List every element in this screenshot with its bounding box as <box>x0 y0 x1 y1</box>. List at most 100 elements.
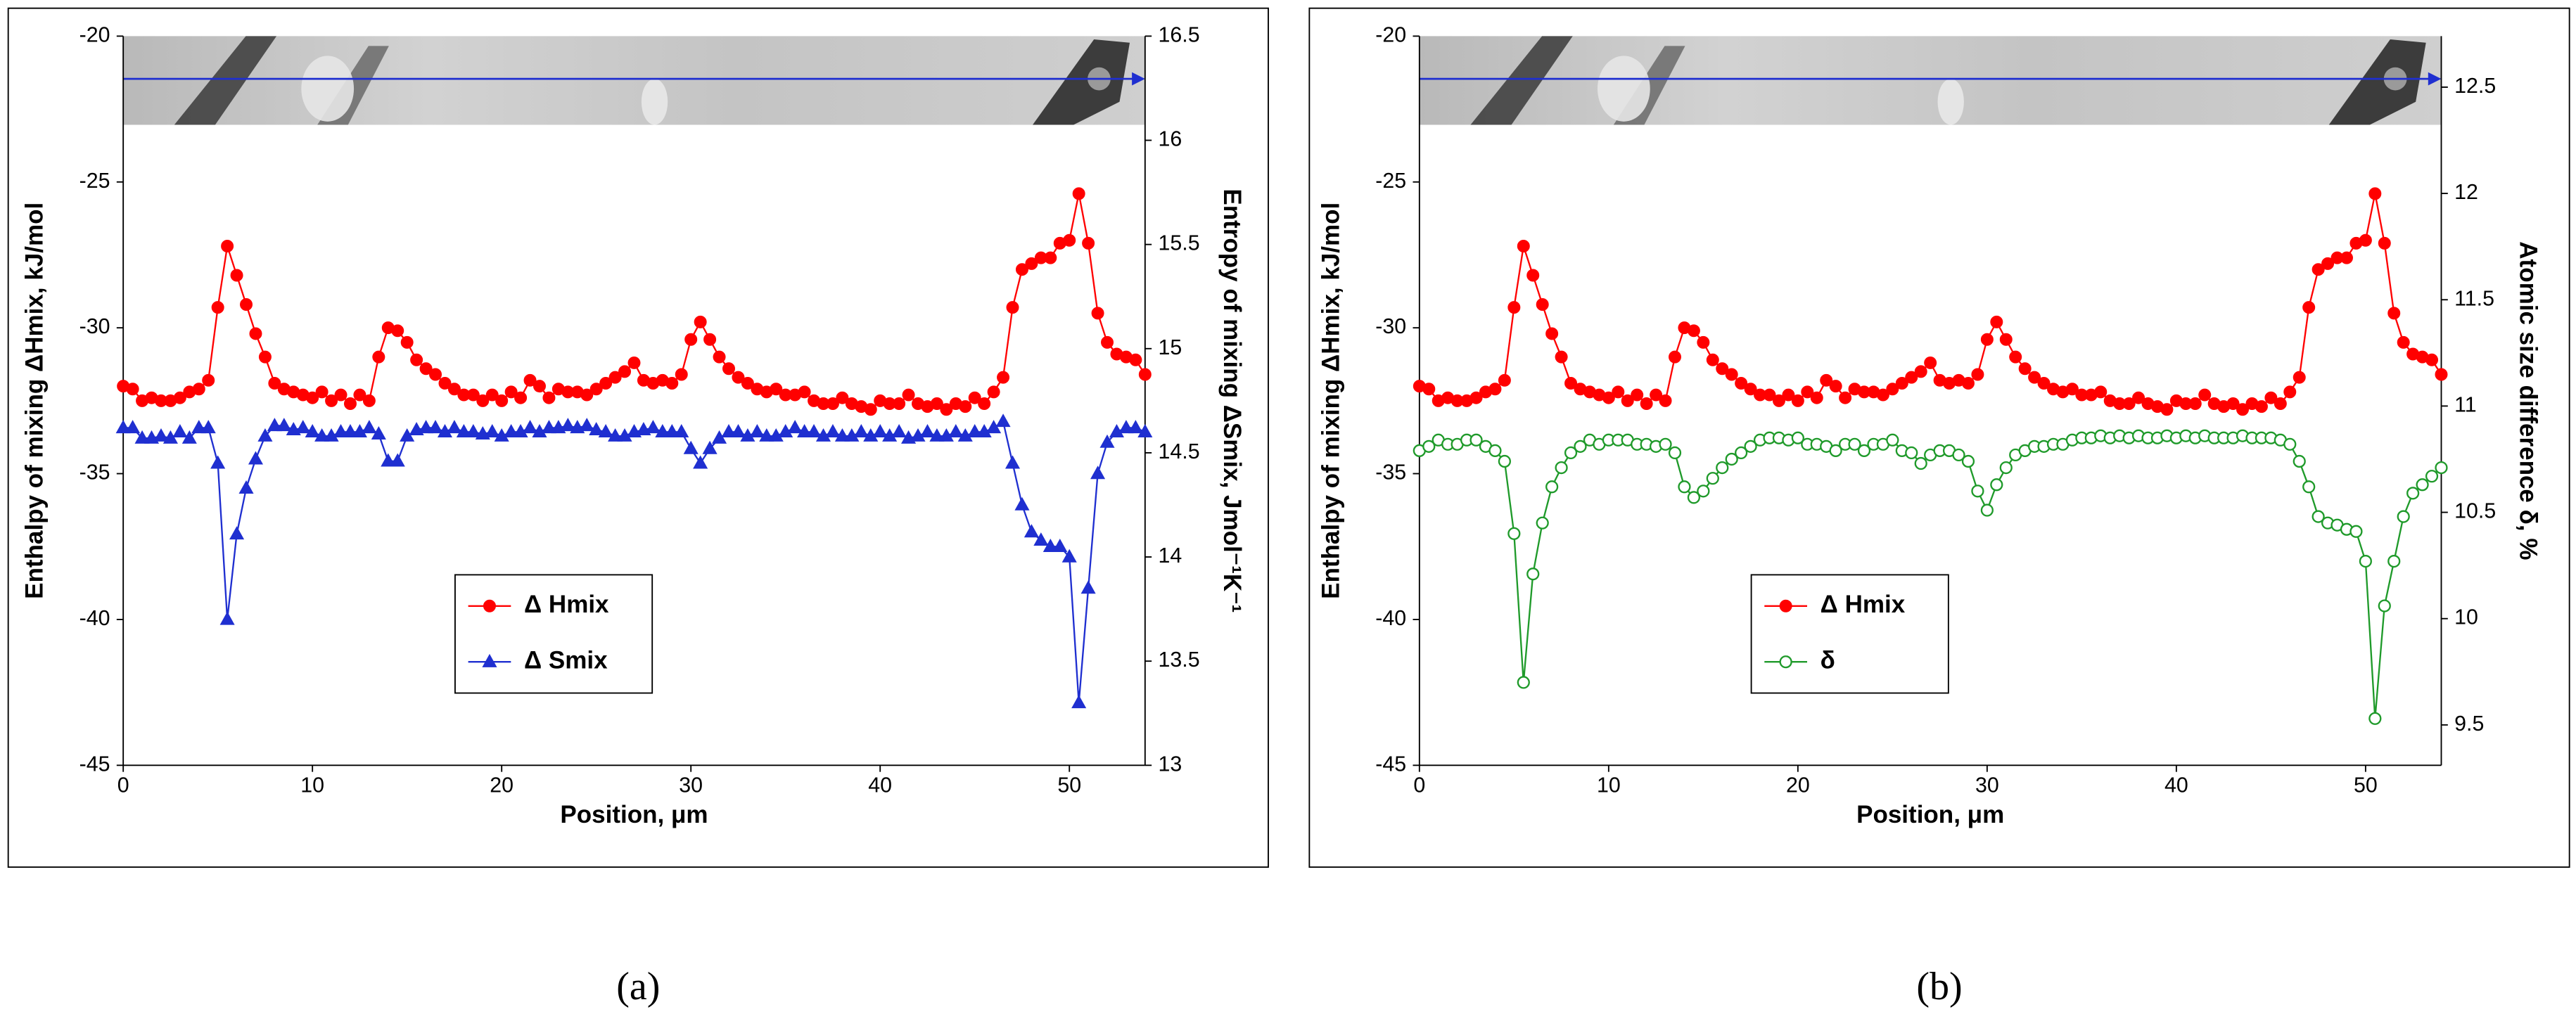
marker <box>1886 383 1899 396</box>
marker <box>1621 394 1634 407</box>
marker <box>126 383 139 396</box>
marker <box>768 428 784 442</box>
y2-tick-label: 12.5 <box>2454 75 2496 98</box>
marker <box>740 428 755 442</box>
marker <box>1669 350 1681 364</box>
marker <box>268 376 281 390</box>
marker <box>541 420 556 434</box>
marker <box>447 383 461 396</box>
marker <box>1735 446 1748 460</box>
marker <box>2340 251 2353 264</box>
marker <box>2028 371 2041 384</box>
marker <box>1118 420 1134 434</box>
marker <box>919 424 935 437</box>
legend-label: Δ Hmix <box>1821 591 1906 618</box>
y-tick-label: -45 <box>1375 752 1406 776</box>
marker <box>1422 383 1436 396</box>
marker <box>542 391 556 404</box>
marker <box>2378 236 2391 250</box>
marker <box>1886 433 1899 447</box>
marker <box>1735 376 1748 390</box>
marker <box>2094 385 2108 399</box>
marker <box>504 385 518 399</box>
marker <box>1033 532 1049 546</box>
marker <box>523 373 537 387</box>
marker <box>836 391 849 404</box>
marker <box>1924 356 1937 369</box>
x-tick-label: 10 <box>300 774 324 797</box>
micrograph <box>1419 36 2442 125</box>
marker <box>447 420 462 434</box>
marker <box>910 428 926 442</box>
marker <box>1905 446 1918 460</box>
marker <box>675 368 688 381</box>
marker <box>1971 368 1984 381</box>
marker <box>2293 371 2306 384</box>
y-tick-label: -30 <box>1375 315 1406 338</box>
marker <box>2406 487 2420 500</box>
marker <box>1971 485 1984 498</box>
marker <box>1829 444 1842 458</box>
marker <box>362 394 376 407</box>
micrograph-feature <box>641 79 668 125</box>
marker <box>1526 567 1540 581</box>
marker <box>694 315 707 328</box>
marker <box>2368 712 2382 725</box>
marker <box>1716 461 1729 475</box>
marker <box>1668 446 1682 460</box>
marker <box>1024 524 1039 538</box>
marker <box>2435 368 2448 381</box>
marker <box>787 420 803 434</box>
y-tick-label: -20 <box>1375 23 1406 46</box>
marker <box>1839 391 1852 404</box>
marker <box>1782 388 1795 402</box>
marker <box>1071 695 1087 709</box>
marker <box>589 422 604 436</box>
marker <box>599 376 613 390</box>
marker <box>325 394 338 407</box>
marker <box>2387 554 2401 568</box>
marker <box>1697 485 1710 498</box>
marker <box>1905 371 1918 384</box>
marker <box>1517 240 1530 253</box>
marker <box>1101 335 1114 349</box>
marker <box>200 420 216 434</box>
marker <box>485 424 500 437</box>
marker <box>494 428 509 442</box>
micrograph-feature <box>2328 39 2426 125</box>
y2-tick-label: 13.5 <box>1158 648 1199 672</box>
marker <box>353 388 366 402</box>
micrograph-feature <box>1937 79 1964 125</box>
marker <box>238 480 254 494</box>
marker <box>1517 676 1530 689</box>
marker <box>815 428 831 442</box>
marker <box>249 327 262 340</box>
y2-tick-label: 14 <box>1158 544 1182 567</box>
x-axis-label: Position, μm <box>1856 801 2004 828</box>
marker <box>978 397 991 410</box>
marker <box>730 424 746 437</box>
y-axis-label: Enthalpy of mixing ΔHmix, kJ/mol <box>1317 203 1344 599</box>
marker <box>580 388 594 402</box>
marker <box>1555 461 1568 475</box>
marker <box>1791 431 1804 444</box>
y2-tick-label: 15.5 <box>1158 232 1199 255</box>
marker <box>172 424 188 437</box>
y2-tick-label: 13 <box>1158 752 1182 776</box>
marker <box>608 428 623 442</box>
y2-tick-label: 16.5 <box>1158 23 1199 46</box>
legend-box <box>1750 574 1949 694</box>
marker <box>882 428 898 442</box>
marker <box>173 391 186 404</box>
marker <box>400 335 414 349</box>
marker <box>826 397 839 410</box>
marker <box>221 240 234 253</box>
marker <box>722 362 735 376</box>
marker <box>1082 236 1095 250</box>
marker <box>1044 251 1057 264</box>
marker <box>976 424 992 437</box>
marker <box>665 376 679 390</box>
marker <box>429 368 442 381</box>
x-tick-label: 0 <box>117 774 129 797</box>
y-tick-label: -45 <box>79 752 110 776</box>
